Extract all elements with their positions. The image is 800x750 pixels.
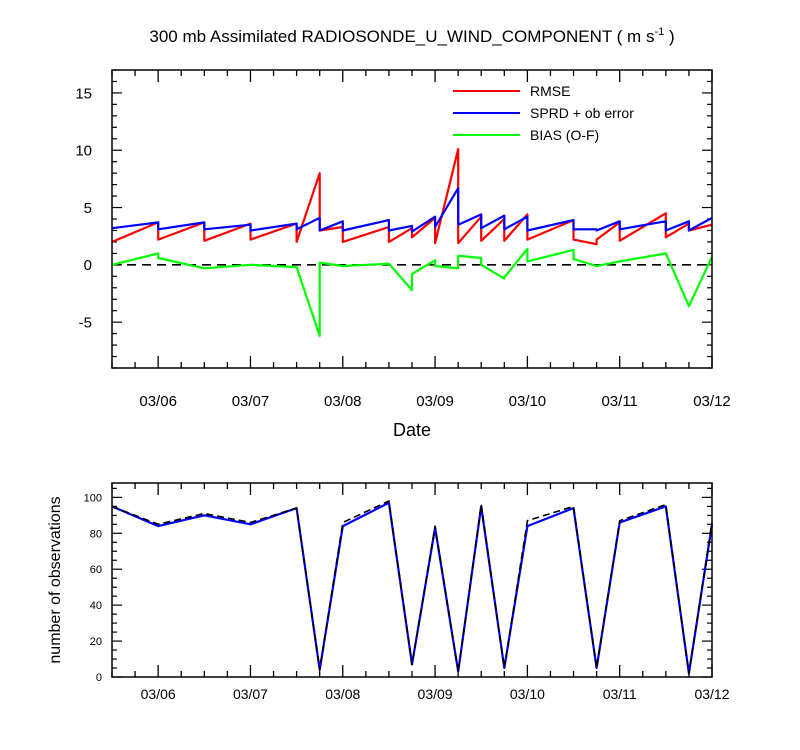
legend-label-bias: BIAS (O-F) [530, 127, 599, 143]
y-tick-label: 40 [90, 600, 102, 612]
y-tick-label: 100 [84, 492, 102, 504]
y-tick-label: 0 [96, 672, 102, 684]
bottom-plot-frame [111, 482, 713, 678]
x-tick-label: 03/08 [324, 393, 362, 410]
x-tick-label: 03/06 [139, 393, 177, 410]
bottom-axis-ticks [111, 483, 713, 678]
bottom-x-tick-labels: 03/06 03/07 03/08 03/09 03/10 03/11 03/12 [141, 686, 730, 702]
top-x-axis-title: Date [393, 420, 431, 440]
top-x-tick-labels: 03/06 03/07 03/08 03/09 03/10 03/11 03/12 [139, 393, 730, 410]
series-line-used [111, 501, 714, 675]
x-tick-label: 03/08 [325, 686, 360, 702]
x-tick-label: 03/06 [141, 686, 176, 702]
x-tick-label: 03/11 [603, 686, 637, 702]
top-plot-frame [111, 69, 713, 369]
series-line-total [111, 500, 713, 675]
bottom-y-tick-labels: 0 20 40 60 80 100 [84, 492, 102, 684]
x-tick-label: 03/10 [510, 686, 545, 702]
y-tick-label: 15 [75, 85, 92, 102]
y-tick-label: 60 [90, 564, 102, 576]
series-line-bias [111, 247, 713, 337]
y-tick-label: 10 [75, 143, 92, 160]
chart-title-main: 300 mb Assimilated RADIOSONDE_U_WIND_COM… [149, 27, 654, 46]
y-tick-label: 0 [84, 257, 92, 274]
x-tick-label: 03/11 [601, 393, 637, 410]
series-line-rmse [111, 148, 713, 246]
x-tick-label: 03/10 [509, 393, 547, 410]
bottom-y-axis-title: number of observations [47, 496, 64, 663]
x-tick-label: 03/09 [416, 393, 454, 410]
x-tick-label: 03/07 [232, 393, 270, 410]
x-tick-label: 03/12 [693, 393, 731, 410]
top-y-tick-labels: -5 0 5 10 15 [75, 85, 92, 331]
legend: RMSE SPRD + ob error BIAS (O-F) [453, 83, 634, 143]
legend-label-sprd: SPRD + ob error [530, 105, 634, 121]
top-axis-ticks [111, 69, 713, 369]
legend-label-rmse: RMSE [530, 83, 570, 99]
top-series-group [111, 148, 713, 337]
series-line-sprd [111, 187, 713, 233]
x-tick-label: 03/07 [233, 686, 268, 702]
y-tick-label: 5 [84, 200, 92, 217]
chart-title-tail: ) [664, 27, 674, 46]
chart-title-superscript: -1 [654, 26, 664, 38]
x-tick-label: 03/09 [418, 686, 453, 702]
x-tick-label: 03/12 [694, 686, 729, 702]
y-tick-label: -5 [79, 315, 92, 332]
bottom-series-group [111, 500, 714, 675]
y-tick-label: 20 [90, 636, 102, 648]
y-tick-label: 80 [90, 528, 102, 540]
chart-title: 300 mb Assimilated RADIOSONDE_U_WIND_COM… [149, 26, 674, 46]
